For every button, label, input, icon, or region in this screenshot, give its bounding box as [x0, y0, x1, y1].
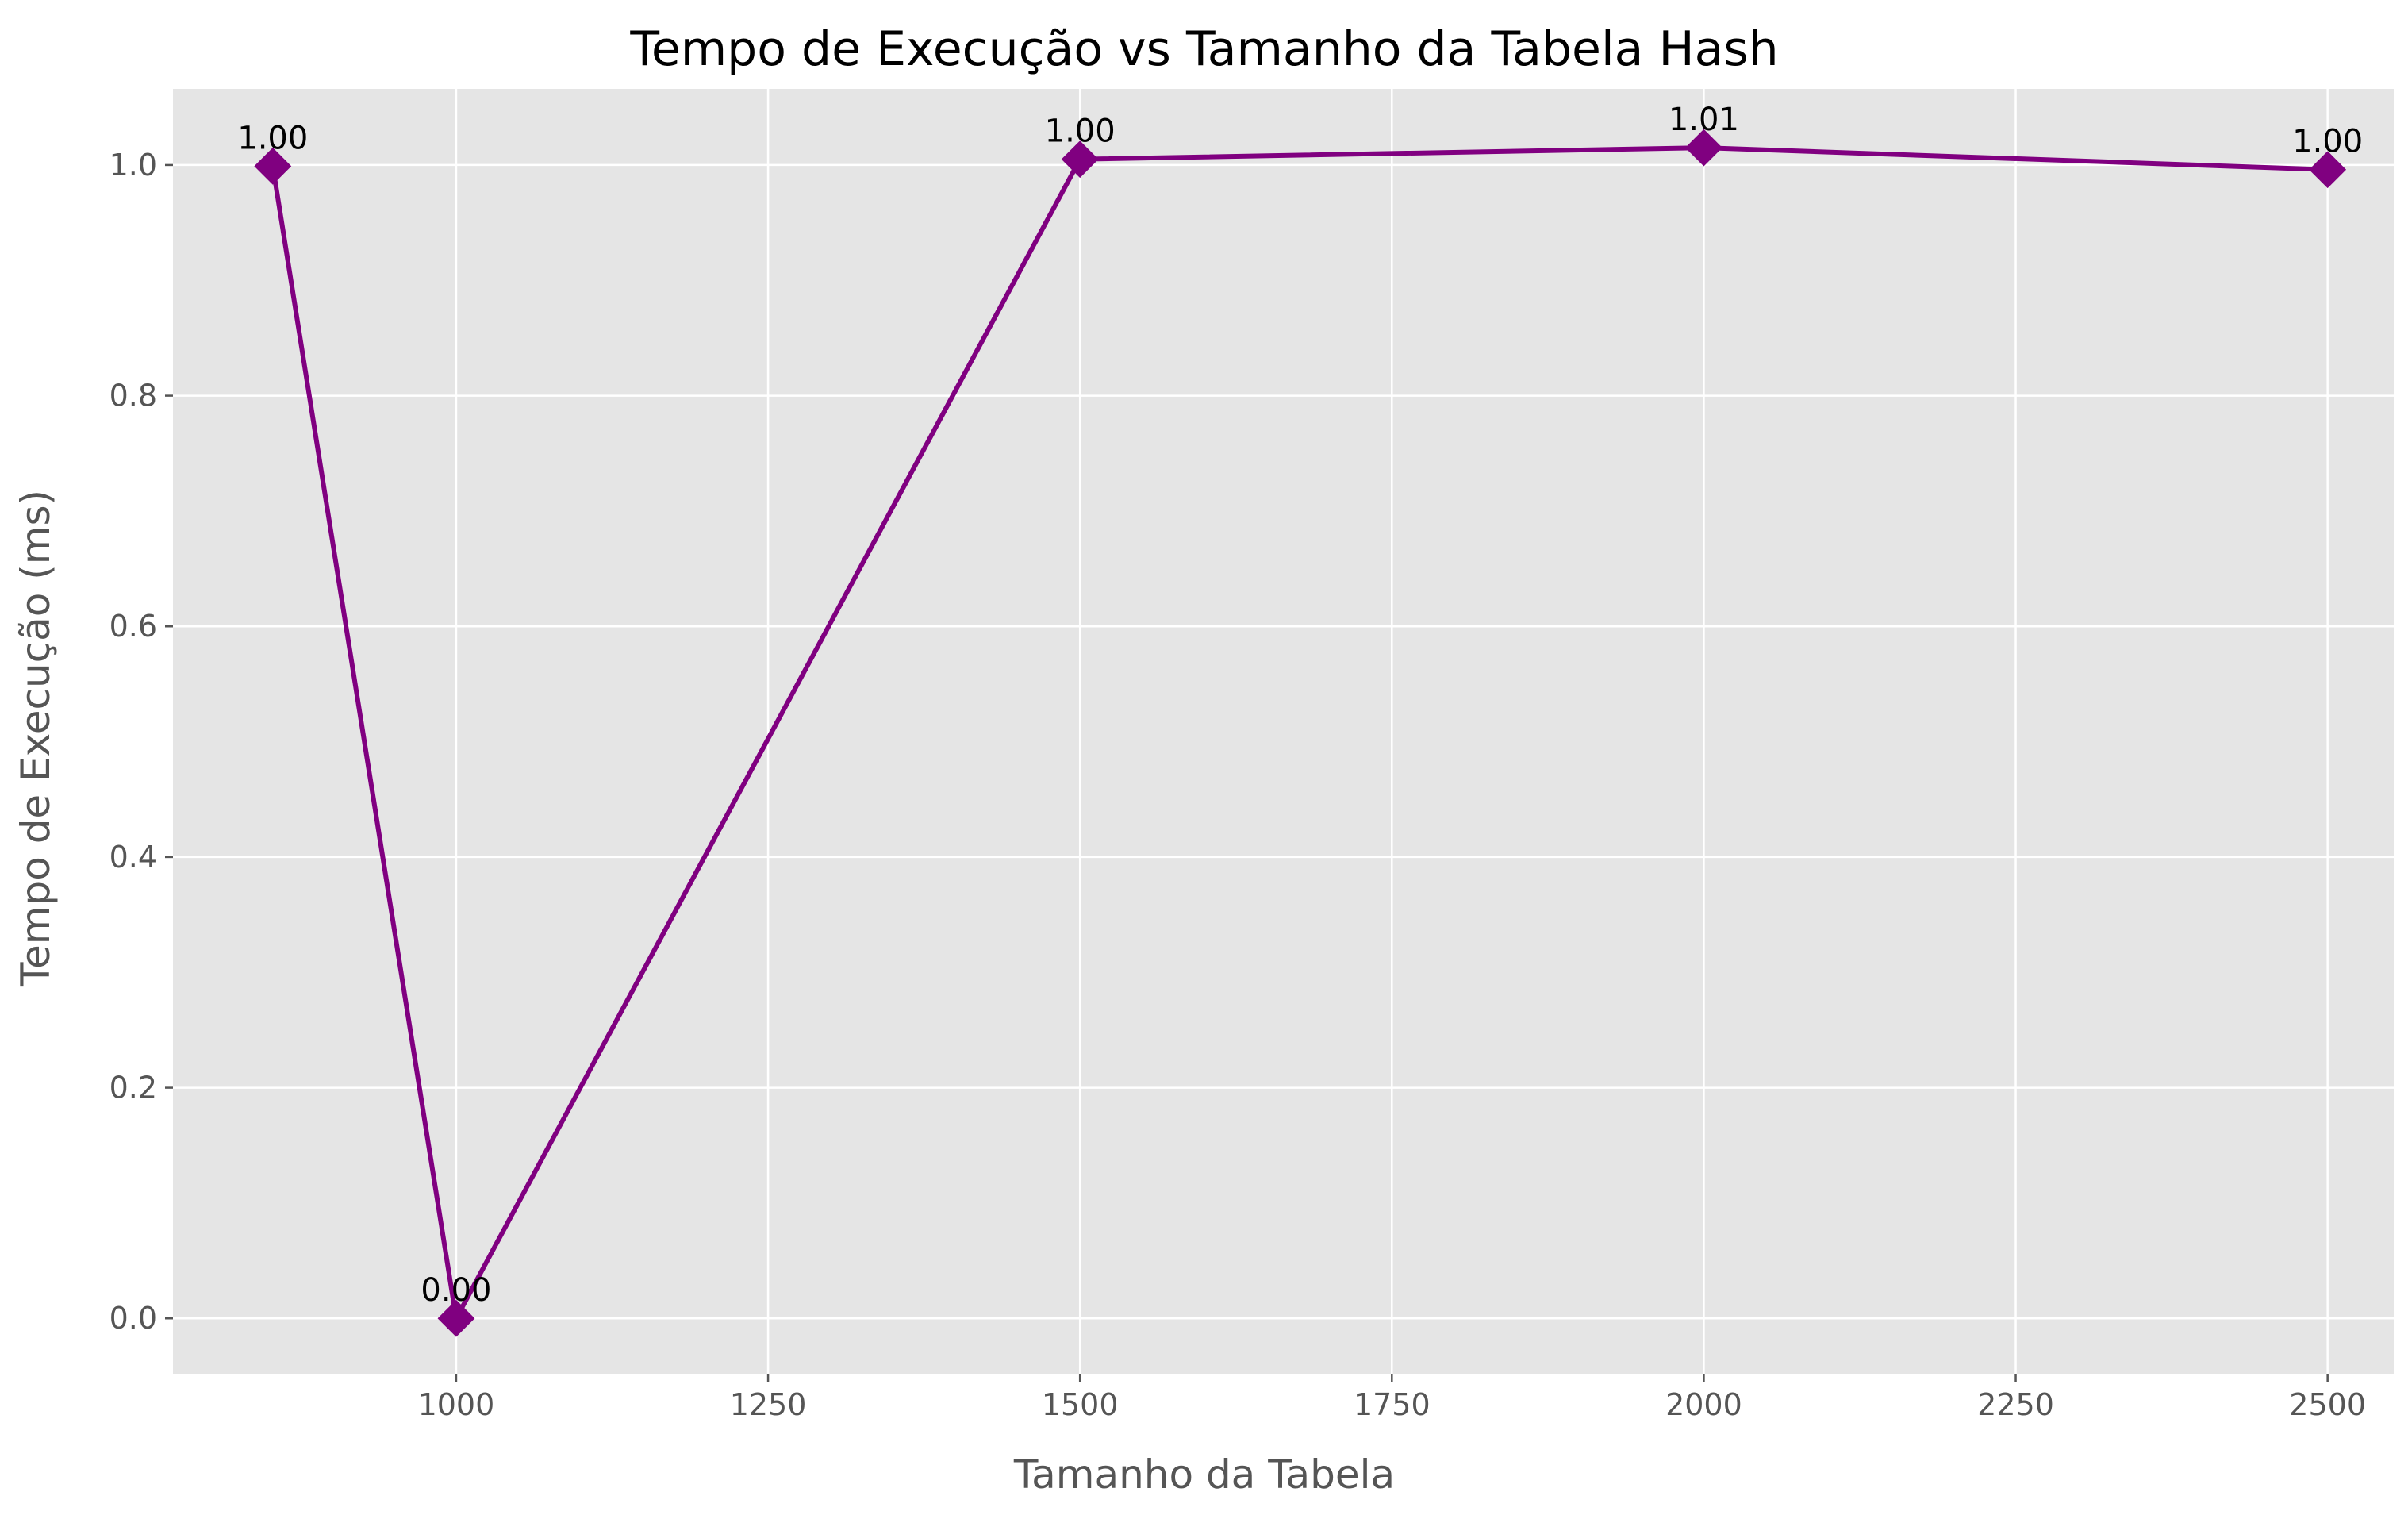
data-point: [2309, 151, 2347, 189]
x-axis-label: Tamanho da Tabela: [1013, 1452, 1395, 1498]
x-tick-label: 1750: [1354, 1387, 1431, 1422]
y-tick-label: 0.6: [109, 609, 157, 644]
data-label: 0.00: [421, 1272, 491, 1309]
data-label: 1.01: [1669, 102, 1739, 138]
chart-title: Tempo de Execução vs Tamanho da Tabela H…: [629, 21, 1778, 77]
plot-area: [173, 89, 2394, 1374]
grid: [173, 89, 2394, 1374]
data-labels: 1.00 0.00 1.00 1.01 1.00: [237, 102, 2363, 1309]
y-axis-label: Tempo de Execução (ms): [13, 490, 59, 987]
x-tick-label: 2500: [2289, 1387, 2366, 1422]
data-point: [437, 1299, 475, 1337]
x-tick-label: 1250: [730, 1387, 807, 1422]
data-point: [254, 147, 292, 185]
x-tick-label: 1000: [418, 1387, 495, 1422]
x-tick-label: 2250: [1977, 1387, 2054, 1422]
series-layer: [254, 129, 2347, 1337]
data-label: 1.00: [1045, 113, 1116, 150]
data-point: [1685, 129, 1722, 167]
y-tick-label: 0.2: [109, 1071, 157, 1105]
y-tick-label: 0.0: [109, 1301, 157, 1336]
y-tick-label: 1.0: [109, 148, 157, 183]
y-tick-label: 0.4: [109, 840, 157, 875]
x-axis-ticks: 1000 1250 1500 1750 2000 2250 2500: [418, 1374, 2366, 1422]
y-tick-label: 0.8: [109, 379, 157, 413]
y-axis-ticks: 0.0 0.2 0.4 0.6 0.8 1.0: [109, 148, 173, 1336]
data-point: [1061, 140, 1099, 179]
data-label: 1.00: [237, 120, 308, 156]
x-tick-label: 1500: [1042, 1387, 1119, 1422]
x-tick-label: 2000: [1665, 1387, 1742, 1422]
data-label: 1.00: [2292, 124, 2363, 160]
